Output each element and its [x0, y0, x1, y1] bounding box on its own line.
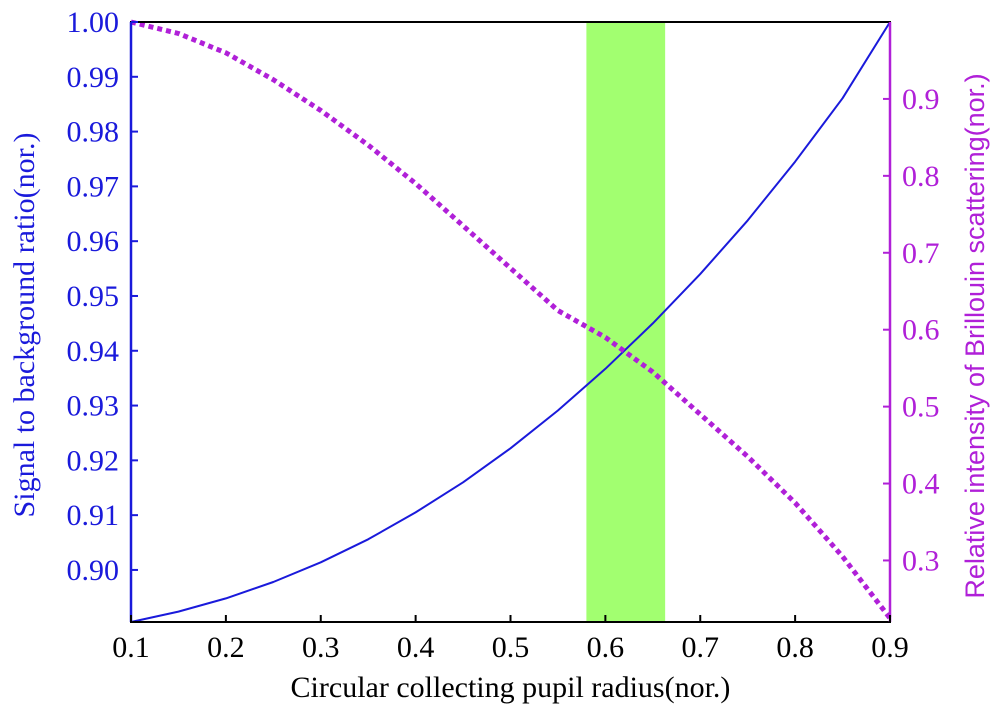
brillouin-intensity-line	[130, 19, 892, 620]
y-axis-label-right: Relative intensity of Brillouin scatteri…	[960, 73, 990, 598]
y-left-tick-label: 1.00	[67, 6, 120, 39]
x-tick-label: 0.2	[207, 631, 245, 664]
y-axis-label-left: Signal to background ratio(nor.)	[8, 133, 41, 518]
x-tick-label: 0.1	[112, 631, 150, 664]
x-tick-label: 0.7	[682, 631, 720, 664]
y-left-tick-label: 0.94	[67, 335, 120, 368]
y-left-tick-label: 0.91	[67, 499, 120, 532]
x-tick-label: 0.4	[397, 631, 435, 664]
y-left-tick-label: 0.99	[67, 61, 120, 94]
y-left-tick-label: 0.98	[67, 116, 120, 149]
y-right-tick-label: 0.9	[902, 83, 940, 116]
x-tick-label: 0.8	[776, 631, 814, 664]
x-tick-label: 0.3	[302, 631, 340, 664]
x-axis-label: Circular collecting pupil radius(nor.)	[291, 671, 731, 704]
y-left-tick-label: 0.97	[67, 170, 120, 203]
y-left-tick-label: 0.95	[67, 280, 120, 313]
x-tick-label: 0.5	[492, 631, 530, 664]
y-right-tick-label: 0.4	[902, 468, 940, 501]
y-right-tick-label: 0.8	[902, 160, 940, 193]
y-right-tick-label: 0.6	[902, 314, 940, 347]
signal-to-background-line	[130, 21, 891, 623]
y-left-tick-label: 0.93	[67, 390, 120, 423]
y-right-tick-label: 0.7	[902, 237, 940, 270]
y-right-tick-label: 0.3	[902, 544, 940, 577]
y-right-tick-label: 0.5	[902, 391, 940, 424]
highlight-band	[586, 22, 666, 622]
x-tick-label: 0.9	[871, 631, 909, 664]
y-left-tick-label: 0.96	[67, 225, 120, 258]
y-left-tick-label: 0.92	[67, 444, 120, 477]
x-tick-label: 0.6	[587, 631, 625, 664]
y-left-tick-label: 0.90	[67, 554, 120, 587]
